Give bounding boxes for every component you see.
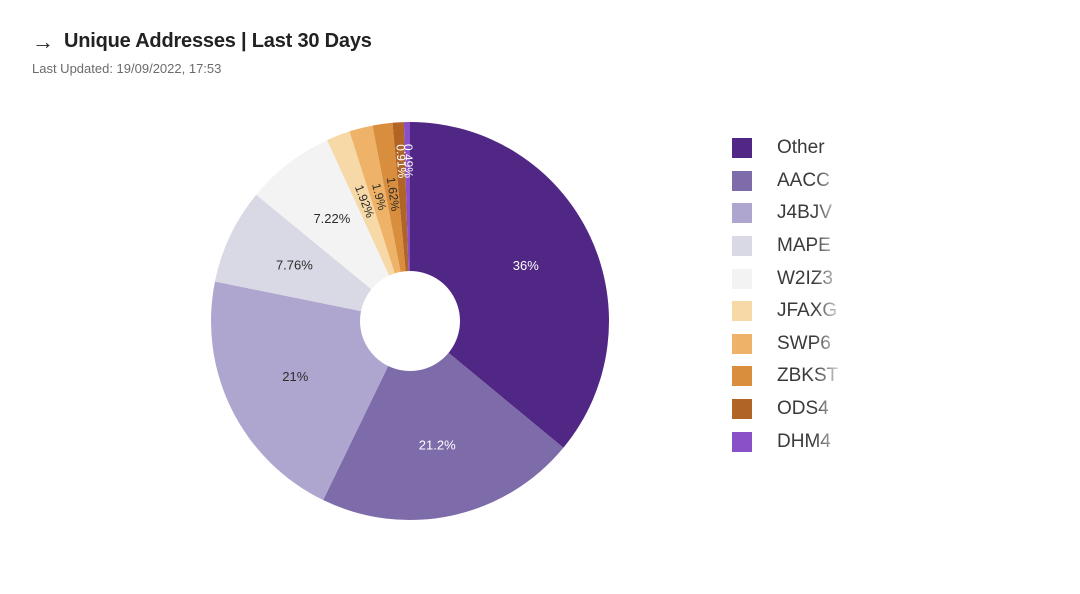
slice-value-label: 7.22% [313,211,350,226]
legend-swatch [732,203,752,224]
legend-swatch [732,366,752,387]
legend-swatch [732,268,752,289]
legend-item-zbkst[interactable]: ZBKST [732,360,845,393]
slice-value-label: 36% [513,258,539,273]
pie-slice-dhm4[interactable] [403,122,410,272]
legend-label: ZBKST [777,365,839,387]
slice-value-label: 0.91% [393,144,409,179]
legend-swatch [732,301,752,322]
legend-item-dhm4[interactable]: DHM4 [732,425,845,458]
legend-label: MAPE [777,235,831,257]
legend-label: AACC [777,169,830,191]
legend-swatch [732,138,752,159]
legend-item-ods4[interactable]: ODS4 [732,393,845,426]
legend-label: ODS4 [777,398,829,420]
arrow-right-icon[interactable]: → [32,28,54,54]
legend-swatch [732,333,752,354]
legend-label: DHM4 [777,430,831,452]
slice-value-label: 21% [282,369,308,384]
legend-label: W2IZ3 [777,267,833,289]
legend-label: J4BJV [777,202,832,224]
legend-item-other[interactable]: Other [732,132,845,165]
legend-swatch [732,399,752,420]
slice-value-label: 7.76% [276,257,313,272]
pie-slice-mape[interactable] [214,194,372,312]
pie-slice-jfaxg[interactable] [327,131,395,276]
slice-value-label: 0.49% [401,144,416,179]
chart-legend: Other AACC J4BJV MAPE W2IZ3 JFAXG SWP6 ZBKST ODS… [732,132,845,458]
legend-label: JFAXG [777,300,838,322]
legend-item-w2iz3[interactable]: W2IZ3 [732,262,845,295]
title-row: → Unique Addresses | Last 30 Days [32,30,372,53]
pie-slices [210,122,609,520]
pie-slice-aacc[interactable] [323,352,564,520]
slice-value-label: 1.62% [384,176,403,212]
slice-value-label: 21.2% [419,438,456,453]
pie-slice-swp6[interactable] [349,125,401,274]
legend-item-swp6[interactable]: SWP6 [732,328,845,361]
pie-slice-j4bjv[interactable] [210,281,389,501]
last-updated-text: Last Updated: 19/09/2022, 17:53 [32,61,222,76]
chart-title: Unique Addresses | Last 30 Days [64,30,372,52]
legend-item-jfaxg[interactable]: JFAXG [732,295,845,328]
chart-header: → Unique Addresses | Last 30 Days Last U… [32,30,372,76]
legend-item-aacc[interactable]: AACC [732,165,845,198]
legend-label: Other [777,137,825,159]
pie-slice-ods4[interactable] [392,122,409,272]
pie-slice-other[interactable] [410,122,609,448]
legend-swatch [732,170,752,191]
pie-slice-zbkst[interactable] [372,122,406,272]
legend-item-j4bjv[interactable]: J4BJV [732,197,845,230]
legend-label: SWP6 [777,332,831,354]
legend-item-mape[interactable]: MAPE [732,230,845,263]
pie-slice-w2iz3[interactable] [256,140,390,290]
legend-swatch [732,431,752,452]
slice-value-label: 1.9% [369,182,389,212]
legend-swatch [732,236,752,257]
